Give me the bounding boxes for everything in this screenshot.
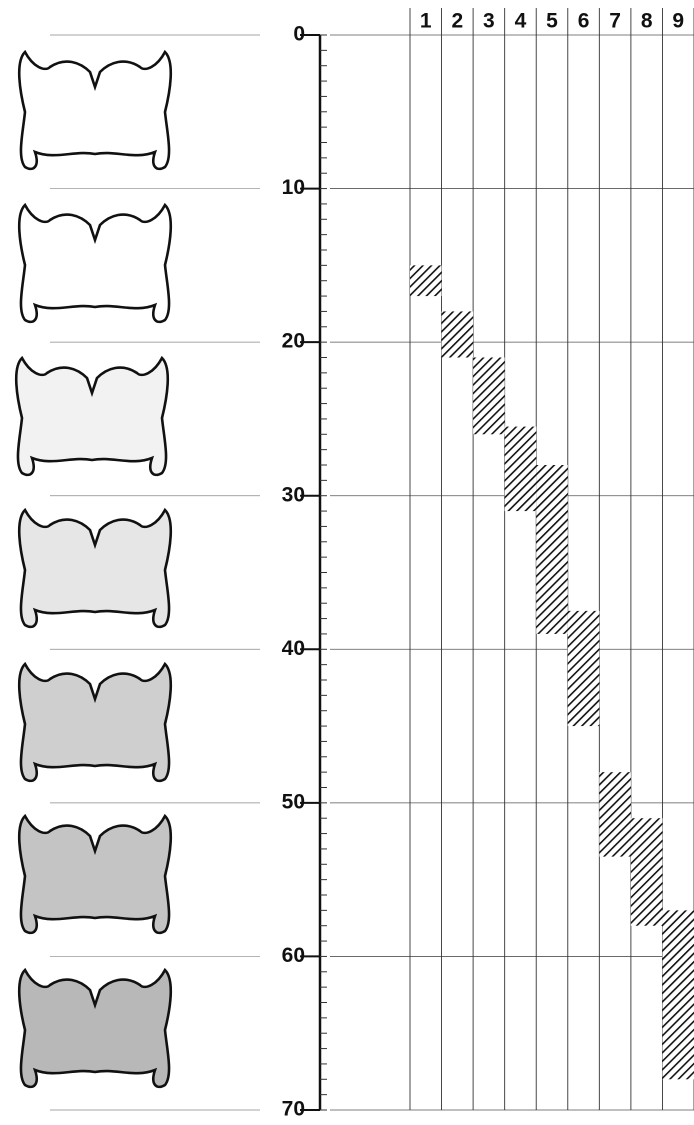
range-bar [410, 265, 442, 297]
column-label: 8 [641, 10, 653, 33]
column-label: 1 [420, 10, 432, 33]
range-bar [536, 465, 568, 634]
column-label: 2 [451, 10, 463, 33]
column-label: 7 [609, 10, 621, 33]
larynx-drawing [17, 50, 173, 171]
range-bar [473, 357, 505, 435]
column-label: 9 [672, 10, 684, 33]
range-bar [599, 772, 631, 857]
range-bar [504, 426, 537, 512]
y-tick-label: 10 [282, 176, 305, 199]
larynx-drawing [17, 203, 173, 324]
range-bar [441, 311, 474, 358]
larynx-drawing [17, 814, 173, 935]
illustrations [14, 50, 173, 1089]
range-bar [630, 818, 663, 926]
range-bar [662, 910, 694, 1080]
y-tick-label: 50 [282, 790, 305, 813]
y-tick-label: 30 [282, 483, 305, 506]
y-tick-label: 0 [293, 23, 305, 46]
column-label: 4 [515, 10, 527, 33]
y-tick-label: 60 [282, 944, 305, 967]
larynx-drawing [17, 968, 173, 1089]
column-label: 3 [483, 10, 495, 33]
larynx-drawing [17, 662, 173, 783]
y-tick-label: 20 [282, 330, 305, 353]
y-tick-label: 40 [282, 637, 305, 660]
y-tick-label: 70 [282, 1098, 305, 1121]
range-bar [567, 610, 600, 727]
larynx-drawing [14, 356, 170, 477]
column-label: 5 [546, 10, 558, 33]
larynx-drawing [17, 508, 173, 629]
column-label: 6 [578, 10, 590, 33]
